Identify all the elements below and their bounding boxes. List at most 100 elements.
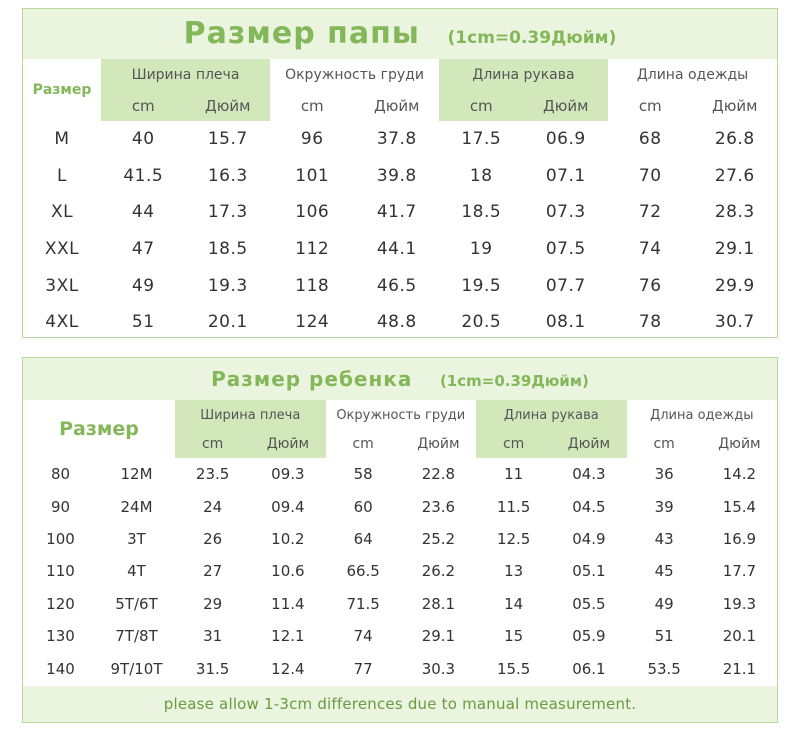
kid-size-header: Размер (23, 400, 175, 458)
dad-group-chest: Окружность груди (270, 59, 439, 91)
table-cell: 21.1 (722, 659, 757, 678)
height-cell: 130 (46, 627, 75, 646)
table-cell: 124 (295, 312, 330, 333)
table-cell: 19.3 (722, 594, 757, 613)
table-cell: 18.5 (461, 202, 502, 223)
kid-size-panel: Размер ребенка (1cm=0.39Дюйм) Размер Шир… (22, 357, 778, 723)
table-cell: 22.8 (421, 465, 456, 484)
kid-group-sleeve: Длина рукава (476, 400, 627, 430)
table-cell: 47 (131, 239, 155, 260)
table-cell: 64 (353, 529, 373, 548)
table-cell: 06.9 (545, 129, 586, 150)
table-cell: 11.4 (271, 594, 305, 613)
table-cell: 29.1 (714, 239, 755, 260)
height-cell: 110 (46, 562, 75, 581)
table-cell: 18 (469, 165, 493, 186)
table-row: M 40 15.7 96 37.8 17.5 06.9 68 26.8 (23, 121, 777, 158)
dad-unit-inch: Дюйм (185, 91, 270, 121)
table-cell: 26.2 (421, 562, 456, 581)
table-cell: 78 (638, 312, 662, 333)
table-cell: 12.1 (271, 627, 305, 646)
dad-unit-cm: cm (439, 91, 524, 121)
table-cell: 41.5 (123, 165, 164, 186)
age-size-cell: 9T/10T (110, 659, 163, 678)
kid-unit-inch: Дюйм (701, 430, 778, 458)
table-cell: 112 (295, 239, 330, 260)
table-cell: 15.4 (722, 497, 757, 516)
table-cell: 18.5 (207, 239, 248, 260)
table-cell: 05.5 (572, 594, 606, 613)
table-cell: 07.7 (545, 275, 586, 296)
table-cell: 77 (353, 659, 373, 678)
dad-size-header: Размер (23, 59, 101, 121)
kid-unit-cm: cm (325, 430, 401, 458)
table-cell: 20.1 (207, 312, 248, 333)
height-cell: 120 (46, 594, 75, 613)
table-cell: 46.5 (376, 275, 417, 296)
table-cell: 101 (295, 165, 330, 186)
table-cell: 28.3 (714, 202, 755, 223)
table-cell: 23.5 (195, 465, 230, 484)
table-row: 3XL 49 19.3 118 46.5 19.5 07.7 76 29.9 (23, 267, 777, 304)
kid-unit-cm: cm (476, 430, 552, 458)
table-row: XXL 47 18.5 112 44.1 19 07.5 74 29.1 (23, 231, 777, 268)
kid-size-table: Размер Ширина плеча Окружность груди Дли… (23, 400, 778, 685)
dad-unit-cm: cm (608, 91, 693, 121)
table-cell: 20.1 (722, 627, 757, 646)
table-row: XL 44 17.3 106 41.7 18.5 07.3 72 28.3 (23, 194, 777, 231)
table-cell: 37.8 (376, 129, 417, 150)
measurement-note: please allow 1-3cm differences due to ma… (23, 686, 777, 722)
table-cell: 31.5 (195, 659, 230, 678)
kid-group-shoulder: Ширина плеча (175, 400, 326, 430)
table-cell: 40 (131, 129, 155, 150)
dad-group-shoulder: Ширина плеча (101, 59, 270, 91)
table-cell: 74 (353, 627, 373, 646)
table-cell: 29.9 (714, 275, 755, 296)
dad-unit-cm: cm (101, 91, 186, 121)
table-cell: 118 (295, 275, 330, 296)
table-cell: 24 (203, 497, 223, 516)
kid-unit-cm: cm (175, 430, 251, 458)
table-cell: 71.5 (346, 594, 380, 613)
table-cell: 29 (203, 594, 223, 613)
age-size-cell: 12M (120, 465, 153, 484)
table-cell: 31 (203, 627, 223, 646)
age-size-cell: 24M (120, 497, 153, 516)
table-cell: 44.1 (376, 239, 417, 260)
height-cell: 100 (46, 529, 75, 548)
age-size-cell: 3T (127, 529, 146, 548)
size-cell: L (57, 165, 67, 186)
kid-unit-inch: Дюйм (400, 430, 477, 458)
size-cell: M (54, 129, 70, 150)
table-cell: 19.3 (207, 275, 248, 296)
table-cell: 53.5 (647, 659, 681, 678)
table-cell: 49 (654, 594, 674, 613)
table-cell: 68 (638, 129, 662, 150)
dad-unit-cm: cm (270, 91, 355, 121)
table-cell: 05.9 (572, 627, 606, 646)
table-cell: 23.6 (421, 497, 456, 516)
table-cell: 07.3 (545, 202, 586, 223)
age-size-cell: 5T/6T (115, 594, 158, 613)
table-cell: 66.5 (346, 562, 380, 581)
age-size-cell: 4T (127, 562, 146, 581)
table-cell: 25.2 (421, 529, 456, 548)
height-cell: 80 (50, 465, 71, 484)
table-row: 100 3T 26 10.2 64 25.2 12.5 04.9 43 16.9 (23, 523, 777, 555)
table-cell: 106 (295, 202, 330, 223)
table-row: 120 5T/6T 29 11.4 71.5 28.1 14 05.5 49 1… (23, 588, 777, 620)
table-cell: 60 (353, 497, 373, 516)
table-cell: 06.1 (572, 659, 606, 678)
dad-group-sleeve: Длина рукава (439, 59, 608, 91)
table-cell: 43 (654, 529, 674, 548)
dad-size-panel: Размер папы (1cm=0.39Дюйм) Размер Ширина… (22, 8, 778, 338)
kid-title-band: Размер ребенка (1cm=0.39Дюйм) (23, 358, 777, 400)
table-cell: 09.3 (271, 465, 305, 484)
table-cell: 26 (203, 529, 223, 548)
table-cell: 29.1 (421, 627, 456, 646)
table-cell: 28.1 (421, 594, 456, 613)
table-cell: 16.3 (207, 165, 248, 186)
table-cell: 39 (654, 497, 674, 516)
height-cell: 90 (50, 497, 71, 516)
table-cell: 07.1 (545, 165, 586, 186)
